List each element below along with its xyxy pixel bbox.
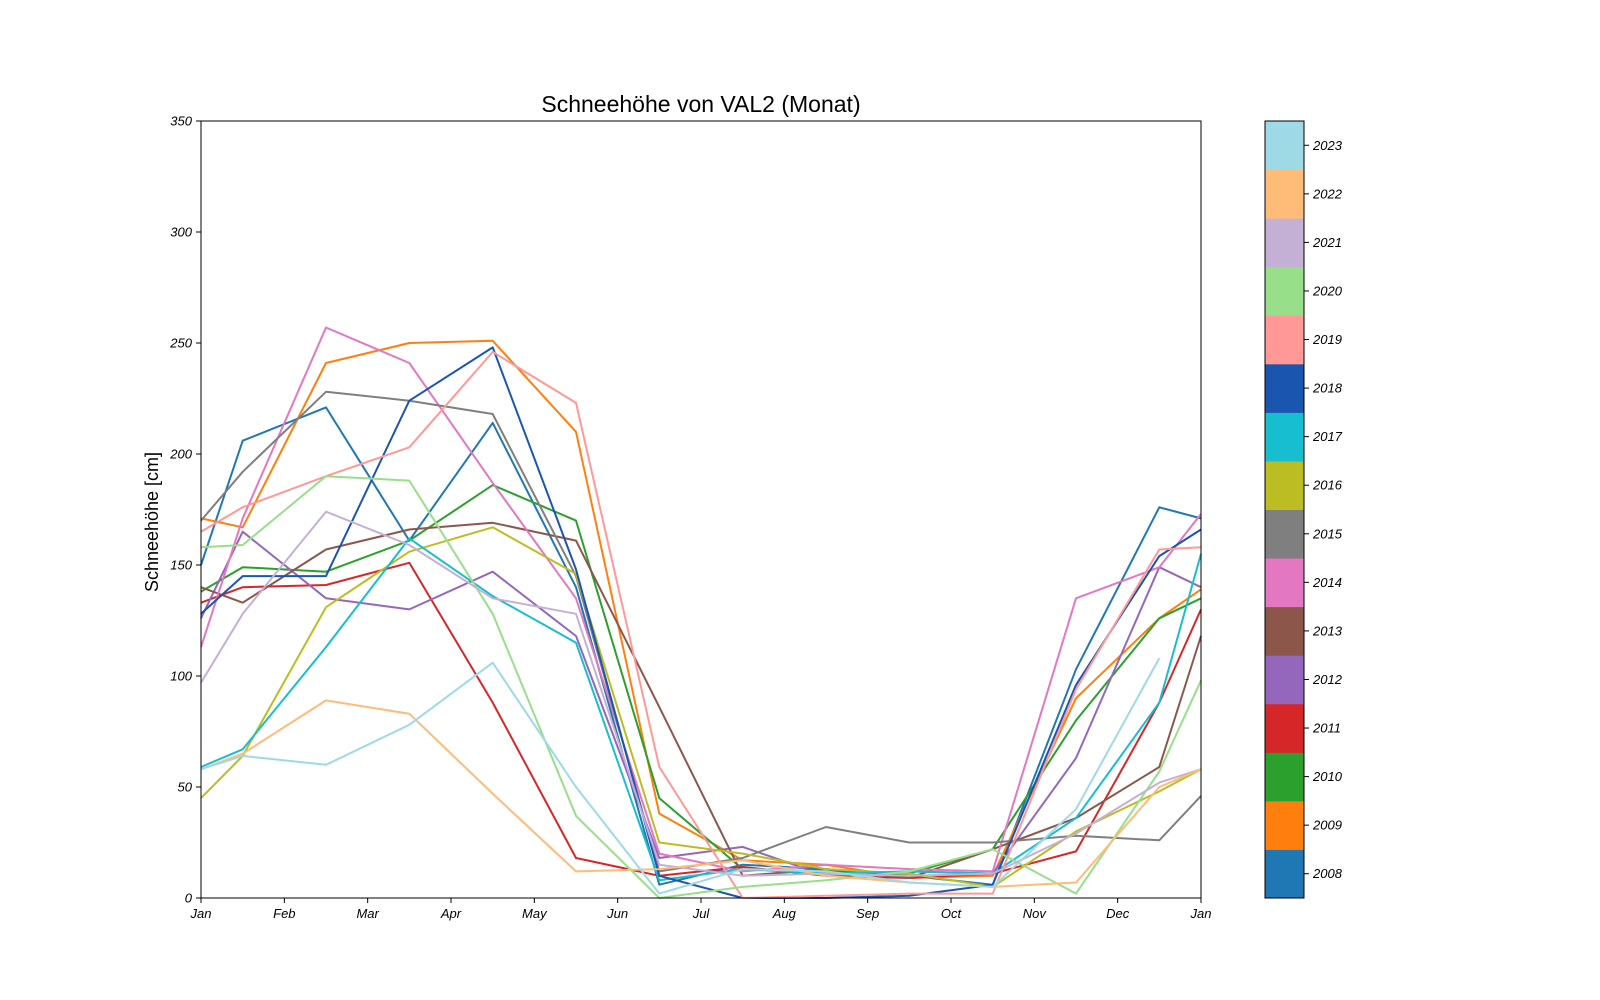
colorbar-label-2015: 2015 [1312, 526, 1343, 541]
colorbar-label-2013: 2013 [1312, 623, 1343, 638]
colorbar-swatch-2015 [1265, 509, 1304, 559]
y-tick-label: 350 [170, 114, 192, 129]
y-axis: 0 50 100 150 200 250 300 350 [169, 114, 201, 906]
y-tick-label: 0 [185, 891, 193, 906]
colorbar-swatch-2022 [1265, 169, 1304, 219]
colorbar-swatch-2010 [1265, 752, 1304, 802]
x-tick-label: Oct [941, 906, 963, 921]
colorbar-swatch-2020 [1265, 266, 1304, 316]
colorbar-swatch-2023 [1265, 121, 1304, 171]
series-line-2018 [200, 346, 1202, 899]
colorbar-legend: 2008 2009 2010 2011 2012 2013 2014 2015 2016 2017… [1264, 120, 1343, 899]
chart-title: Schneehöhe von VAL2 (Monat) [541, 91, 860, 117]
series-line-2019 [200, 350, 1202, 899]
series-line-2012 [200, 530, 1202, 877]
colorbar-swatch-2011 [1265, 703, 1304, 753]
y-tick-label: 200 [169, 447, 192, 462]
colorbar-label-2019: 2019 [1312, 332, 1342, 347]
colorbar-label-2008: 2008 [1312, 866, 1343, 881]
colorbar-swatch-2018 [1265, 363, 1304, 413]
series-line-2014 [200, 326, 1202, 873]
series-line-2023 [200, 657, 1161, 895]
series-line-2022 [200, 699, 1202, 888]
x-tick-label: Jun [606, 906, 628, 921]
series-line-2009 [200, 339, 1202, 879]
x-tick-label: Jan [190, 906, 212, 921]
y-tick-label: 100 [170, 669, 192, 684]
y-tick-label: 300 [170, 225, 192, 240]
y-tick-label: 150 [170, 558, 192, 573]
y-axis-title: Schneehöhe [cm] [142, 452, 162, 592]
colorbar-label-2020: 2020 [1312, 283, 1343, 298]
x-tick-label: Jan [1190, 906, 1212, 921]
plot-frame [200, 120, 1202, 899]
colorbar-label-2022: 2022 [1312, 186, 1343, 201]
y-tick-label: 250 [169, 336, 192, 351]
x-tick-label: Apr [440, 906, 462, 921]
colorbar-label-2014: 2014 [1312, 575, 1342, 590]
colorbar-label-2010: 2010 [1312, 769, 1343, 784]
x-tick-label: Dec [1106, 906, 1130, 921]
x-tick-label: May [522, 906, 548, 921]
x-tick-label: Sep [856, 906, 879, 921]
y-tick-label: 50 [178, 780, 193, 795]
x-tick-label: Nov [1023, 906, 1048, 921]
colorbar-label-2011: 2011 [1312, 721, 1341, 736]
plot-lines [200, 326, 1202, 899]
colorbar-label-2009: 2009 [1312, 818, 1342, 833]
x-tick-label: Mar [356, 906, 379, 921]
colorbar-label-2016: 2016 [1312, 478, 1343, 493]
series-line-2020 [200, 475, 1202, 899]
x-axis: Jan Feb Mar Apr May Jun Jul Aug Sep Oct Nov Dec Jan [190, 898, 1212, 921]
series-line-2015 [200, 390, 1202, 873]
series-line-2008 [200, 406, 1202, 886]
colorbar-frame [1264, 120, 1305, 899]
x-tick-label: Feb [273, 906, 295, 921]
x-tick-label: Aug [772, 906, 797, 921]
colorbar-label-2017: 2017 [1312, 429, 1343, 444]
colorbar-label-2012: 2012 [1312, 672, 1343, 687]
colorbar-swatch-2012 [1265, 655, 1304, 705]
series-line-2017 [200, 537, 1202, 882]
colorbar-swatch-2016 [1265, 460, 1304, 510]
x-tick-label: Jul [692, 906, 711, 921]
colorbar-swatch-2017 [1265, 412, 1304, 462]
series-line-2011 [200, 561, 1202, 879]
colorbar-swatch-2008 [1265, 849, 1304, 899]
colorbar-swatch-2013 [1265, 606, 1304, 656]
colorbar-label-2021: 2021 [1312, 235, 1342, 250]
colorbar-swatch-2021 [1265, 218, 1304, 268]
colorbar-swatch-2019 [1265, 315, 1304, 365]
colorbar-label-2018: 2018 [1312, 381, 1343, 396]
colorbar-swatch-2014 [1265, 558, 1304, 608]
colorbar-label-2023: 2023 [1312, 138, 1343, 153]
colorbar-swatch-2009 [1265, 800, 1304, 850]
series-line-2013 [200, 521, 1202, 879]
series-line-2021 [200, 510, 1202, 877]
